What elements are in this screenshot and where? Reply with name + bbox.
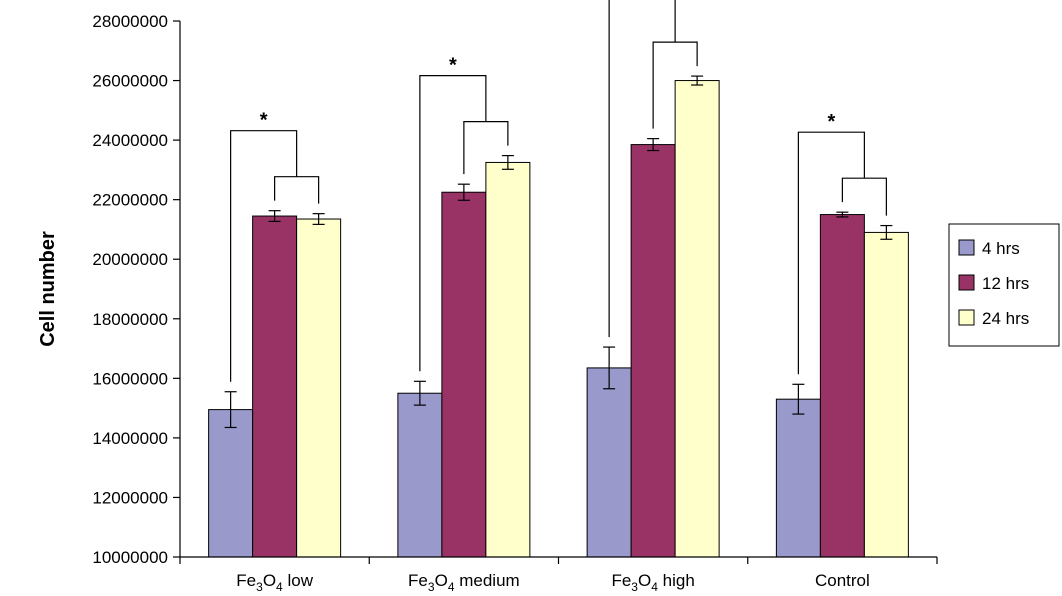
subscript: 3: [256, 580, 263, 594]
bar-4-24-hrs: [863, 231, 909, 558]
y-tick-label: 16000000: [92, 369, 168, 388]
label-part: high: [658, 571, 695, 590]
outer-bracket: [608, 0, 676, 338]
y-tick-labels: 10000000 12000000 14000000 16000000 18000000…: [92, 12, 168, 567]
subscript: 4: [448, 580, 455, 594]
subscript: 3: [631, 580, 638, 594]
legend-swatch-24-hrs: [958, 309, 975, 326]
x-category-labels: Fe3O4 low Fe3O4 medium Fe3O4 high Control: [236, 571, 870, 594]
significance-bracket-1: *: [230, 110, 320, 382]
error-bar-1-24-hrs: [312, 213, 325, 225]
axes-layer: [173, 20, 938, 564]
bar-1-4-hrs: [208, 409, 254, 558]
y-tick-label: 18000000: [92, 310, 168, 329]
y-tick-label: 28000000: [92, 12, 168, 31]
label-part: medium: [455, 571, 520, 590]
error-bar-4-24-hrs: [880, 224, 893, 240]
error-bar-1-4-hrs: [224, 391, 237, 429]
legend-label-12-hrs: 12 hrs: [982, 274, 1029, 293]
x-category-label-2: Fe3O4 medium: [408, 571, 520, 594]
y-tick-label: 24000000: [92, 131, 168, 150]
bar-1-12-hrs: [252, 215, 298, 558]
significance-star: *: [260, 110, 268, 132]
label-part: low: [283, 571, 314, 590]
error-bar-3-24-hrs: [691, 75, 704, 86]
error-bar-4-12-hrs: [836, 211, 849, 218]
outer-bracket: [797, 131, 865, 375]
label-part: O: [435, 571, 448, 590]
y-tick-label: 10000000: [92, 548, 168, 567]
bar-3-4-hrs: [586, 367, 632, 558]
error-bar-2-12-hrs: [457, 183, 470, 201]
bar-2-4-hrs: [397, 392, 443, 558]
bar-2-24-hrs: [485, 161, 531, 558]
significance-brackets-layer: * * * *: [230, 0, 887, 382]
x-category-label-4: Control: [815, 571, 870, 590]
error-bar-1-12-hrs: [268, 210, 281, 223]
bar-4-12-hrs: [819, 214, 865, 558]
outer-bracket: [419, 74, 487, 372]
legend-swatch-4-hrs: [958, 239, 975, 256]
bars-layer: [208, 80, 909, 558]
error-bar-2-4-hrs: [413, 380, 426, 406]
subscript: 3: [428, 580, 435, 594]
label-part: O: [263, 571, 276, 590]
error-bar-4-4-hrs: [792, 383, 805, 415]
inner-bracket: [841, 177, 887, 216]
label-part: Fe: [236, 571, 256, 590]
error-bar-3-4-hrs: [603, 346, 616, 390]
x-category-label-1: Fe3O4 low: [236, 571, 313, 594]
significance-bracket-2: *: [419, 55, 509, 372]
y-tick-label: 22000000: [92, 191, 168, 210]
x-category-label-3: Fe3O4 high: [611, 571, 694, 594]
legend-swatch-12-hrs: [958, 274, 975, 291]
outer-bracket: [230, 130, 298, 382]
y-tick-label: 14000000: [92, 429, 168, 448]
significance-bracket-3: *: [608, 0, 698, 338]
label-part: Control: [815, 571, 870, 590]
legend-label-24-hrs: 24 hrs: [982, 309, 1029, 328]
subscript: 4: [651, 580, 658, 594]
bar-1-24-hrs: [296, 218, 342, 558]
error-bar-3-12-hrs: [647, 138, 660, 152]
y-tick-label: 12000000: [92, 488, 168, 507]
y-axis-label: Cell number: [37, 231, 59, 347]
error-bar-2-24-hrs: [501, 154, 514, 170]
legend-label-4-hrs: 4 hrs: [982, 239, 1020, 258]
label-part: Fe: [611, 571, 631, 590]
significance-bracket-4: *: [797, 111, 887, 375]
bar-3-24-hrs: [674, 80, 720, 558]
label-part: Fe: [408, 571, 428, 590]
significance-star: *: [449, 55, 457, 77]
subscript: 4: [276, 580, 283, 594]
y-tick-label: 26000000: [92, 72, 168, 91]
bar-4-4-hrs: [775, 398, 821, 558]
label-part: O: [638, 571, 651, 590]
significance-star: *: [827, 111, 835, 133]
y-tick-label: 20000000: [92, 250, 168, 269]
bar-2-12-hrs: [441, 191, 487, 558]
bar-3-12-hrs: [630, 144, 676, 558]
legend: 4 hrs 12 hrs 24 hrs: [948, 223, 1060, 347]
error-bars-layer: [224, 75, 893, 429]
inner-bracket: [274, 176, 320, 204]
